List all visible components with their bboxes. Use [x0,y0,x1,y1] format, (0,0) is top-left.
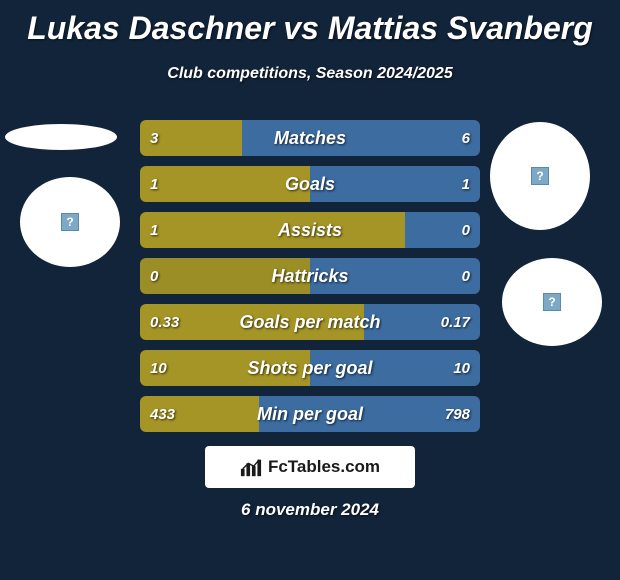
stat-row: Goals per match0.33 0.17 [140,304,480,340]
stat-value-right: 10 [453,350,470,386]
stat-value-right: 0 [462,212,470,248]
player-left-badge-circle: ? [20,177,120,267]
stat-row: Assists1 0 [140,212,480,248]
player-left-ellipse [5,124,117,150]
stat-value-right: 1 [462,166,470,202]
stat-label: Goals [140,166,480,202]
stat-label: Min per goal [140,396,480,432]
stat-value-left: 1 [150,212,158,248]
stat-row: Goals1 1 [140,166,480,202]
stat-label: Hattricks [140,258,480,294]
question-icon: ? [531,167,549,185]
comparison-chart: Matches36Goals11Assists10Hattricks00Goal… [140,120,480,442]
stat-row: Min per goal433 798 [140,396,480,432]
brand-text: FcTables.com [268,457,380,477]
stat-label: Goals per match [140,304,480,340]
stat-row: Hattricks0 0 [140,258,480,294]
stat-label: Shots per goal [140,350,480,386]
question-icon: ? [543,293,561,311]
stat-value-right: 0 [462,258,470,294]
stat-row: Shots per goal10 10 [140,350,480,386]
stat-value-left: 433 [150,396,175,432]
player-right-ellipse: ? [490,122,590,230]
stat-row: Matches3 6 [140,120,480,156]
stat-label: Matches [140,120,480,156]
stat-value-left: 0.33 [150,304,179,340]
brand-box: FcTables.com [205,446,415,488]
subtitle: Club competitions, Season 2024/2025 [0,65,620,83]
page-title: Lukas Daschner vs Mattias Svanberg [0,0,620,47]
stat-value-right: 0.17 [441,304,470,340]
question-icon: ? [61,213,79,231]
stat-label: Assists [140,212,480,248]
brand-bars-icon [240,457,262,477]
player-right-badge-circle: ? [502,258,602,346]
stat-value-right: 798 [445,396,470,432]
stat-value-left: 1 [150,166,158,202]
stat-value-left: 3 [150,120,158,156]
stat-value-left: 10 [150,350,167,386]
stat-value-left: 0 [150,258,158,294]
stat-value-right: 6 [462,120,470,156]
date-text: 6 november 2024 [0,500,620,520]
